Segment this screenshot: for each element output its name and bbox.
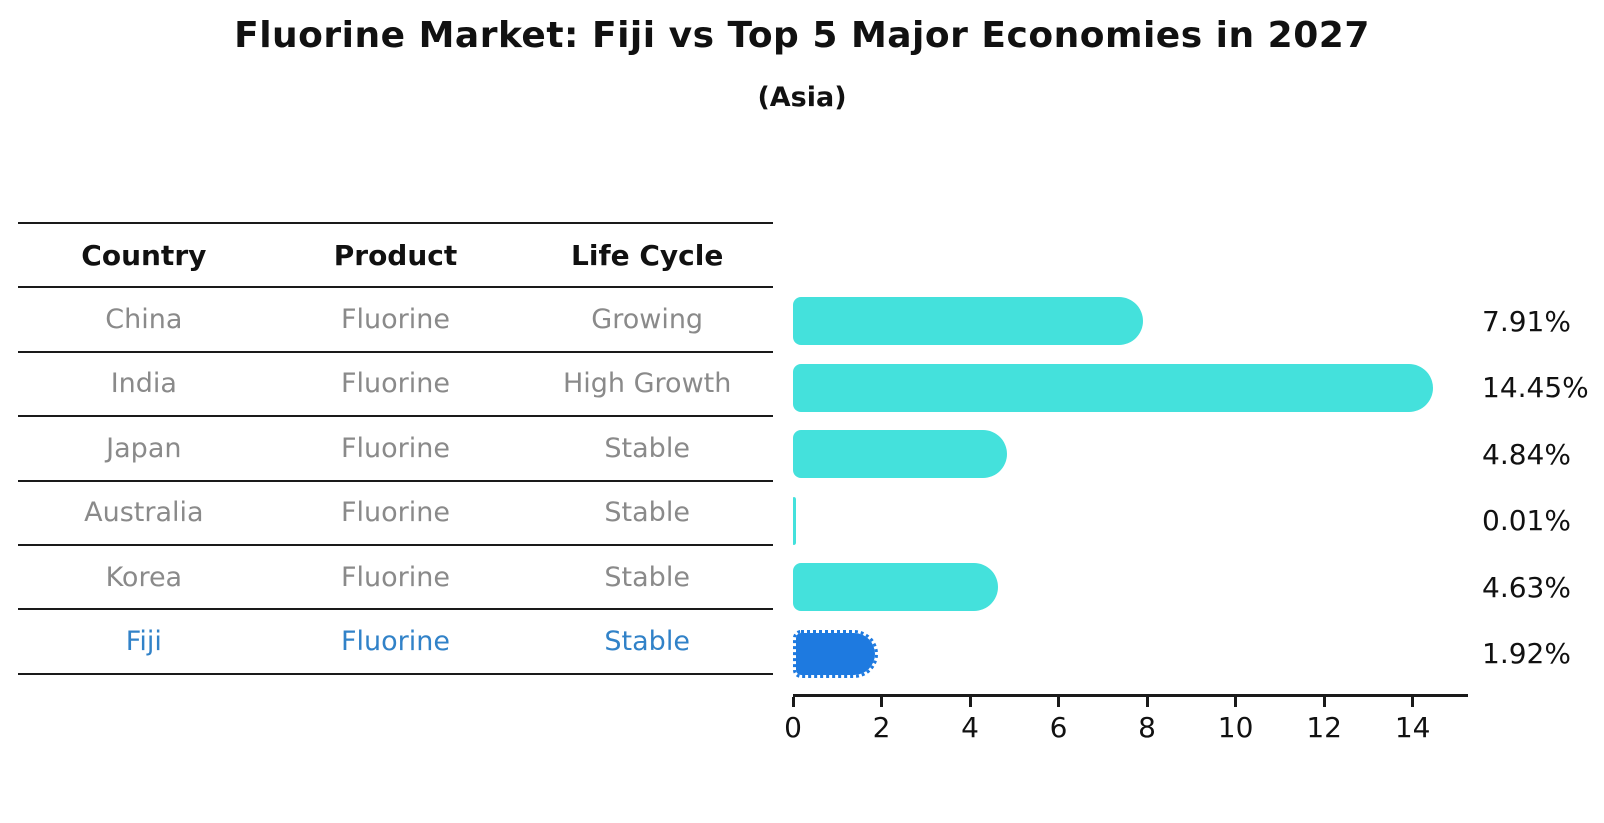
value-label-korea: 4.63%	[1482, 570, 1571, 604]
bar-china	[793, 297, 1144, 345]
chart-title: Fluorine Market: Fiji vs Top 5 Major Eco…	[234, 15, 1370, 56]
cell-lifecycle: High Growth	[562, 368, 732, 400]
cell-country: China	[105, 304, 183, 336]
cell-lifecycle: Stable	[604, 561, 690, 593]
tick-label: 2	[872, 711, 891, 744]
table-header-row: Country Product Life Cycle	[18, 224, 773, 289]
cell-product: Fluorine	[341, 368, 450, 400]
tick-mark	[1145, 697, 1149, 707]
value-label-india: 14.45%	[1482, 371, 1589, 405]
table-row-fiji: Fiji Fluorine Stable	[18, 610, 773, 675]
tick-mark	[880, 697, 884, 707]
cell-product: Fluorine	[341, 304, 450, 336]
country-table: Country Product Life Cycle China Fluorin…	[18, 222, 773, 675]
cell-lifecycle: Stable	[604, 626, 690, 658]
table-row-china: China Fluorine Growing	[18, 288, 773, 353]
x-axis-line	[793, 694, 1468, 697]
cell-lifecycle: Stable	[604, 497, 690, 529]
x-axis: 0 2 4 6 8 10 12 14	[784, 694, 1468, 754]
bar-lane-australia: 0.01%	[793, 488, 1571, 555]
tick-mark	[1057, 697, 1061, 707]
bar-india	[793, 363, 1433, 412]
bar-korea	[793, 563, 998, 611]
cell-country: Japan	[106, 432, 182, 464]
value-label-japan: 4.84%	[1482, 437, 1571, 471]
bar-japan	[793, 430, 1008, 478]
bar-chart: 7.91% 14.45% 4.84% 0.01% 4.63% 1.92%	[793, 288, 1589, 688]
bar-lane-china: 7.91%	[793, 288, 1571, 355]
table-row-japan: Japan Fluorine Stable	[18, 417, 773, 482]
bar-australia	[793, 496, 796, 545]
tick-mark	[791, 697, 795, 707]
value-label-australia: 0.01%	[1482, 504, 1571, 538]
table-row-korea: Korea Fluorine Stable	[18, 546, 773, 611]
cell-product: Fluorine	[341, 561, 450, 593]
cell-product: Fluorine	[341, 497, 450, 529]
cell-product: Fluorine	[341, 626, 450, 658]
tick-mark	[1322, 697, 1326, 707]
tick-label: 0	[784, 711, 802, 744]
table-row-australia: Australia Fluorine Stable	[18, 482, 773, 546]
cell-lifecycle: Growing	[591, 304, 704, 336]
tick-label: 14	[1394, 711, 1431, 744]
bar-lane-korea: 4.63%	[793, 554, 1571, 621]
header-cell-lifecycle: Life Cycle	[571, 238, 724, 272]
tick-label: 8	[1138, 711, 1157, 744]
tick-label: 6	[1049, 711, 1068, 744]
value-label-china: 7.91%	[1482, 304, 1571, 338]
tick-label: 12	[1306, 711, 1342, 744]
cell-country: Korea	[105, 561, 183, 593]
bar-fiji	[793, 629, 878, 678]
cell-country: Fiji	[125, 626, 162, 658]
tick-mark	[1234, 697, 1238, 707]
cell-lifecycle: Stable	[604, 432, 690, 464]
bar-lane-fiji: 1.92%	[793, 621, 1571, 688]
table-row-india: India Fluorine High Growth	[18, 353, 773, 418]
bar-lane-india: 14.45%	[793, 355, 1589, 422]
header-cell-product: Product	[333, 238, 458, 272]
bar-lane-japan: 4.84%	[793, 421, 1571, 488]
tick-label: 10	[1217, 711, 1254, 744]
tick-label: 4	[961, 711, 979, 744]
cell-country: India	[110, 368, 177, 400]
cell-product: Fluorine	[341, 432, 450, 464]
chart-subtitle: (Asia)	[757, 82, 847, 113]
value-label-fiji: 1.92%	[1482, 637, 1571, 671]
tick-mark	[968, 697, 972, 707]
tick-mark	[1411, 697, 1415, 707]
cell-country: Australia	[84, 497, 204, 529]
header-cell-country: Country	[81, 238, 207, 272]
